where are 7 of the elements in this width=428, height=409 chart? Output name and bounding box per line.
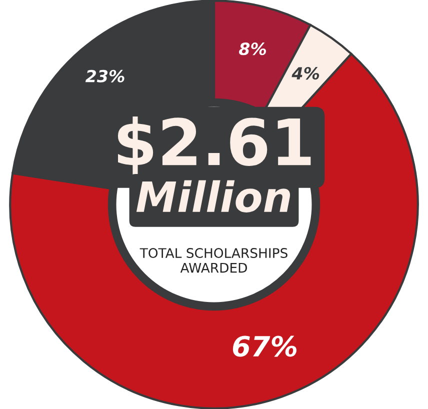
text: $2.61	[118, 116, 311, 174]
data-label: 23%	[85, 70, 124, 82]
text: Million	[136, 180, 290, 213]
data-label: 67%	[232, 336, 297, 357]
data-label: 4%	[292, 66, 320, 80]
data-label: 8%	[238, 42, 266, 56]
text: TOTAL SCHOLARSHIPS AWARDED	[140, 248, 288, 273]
